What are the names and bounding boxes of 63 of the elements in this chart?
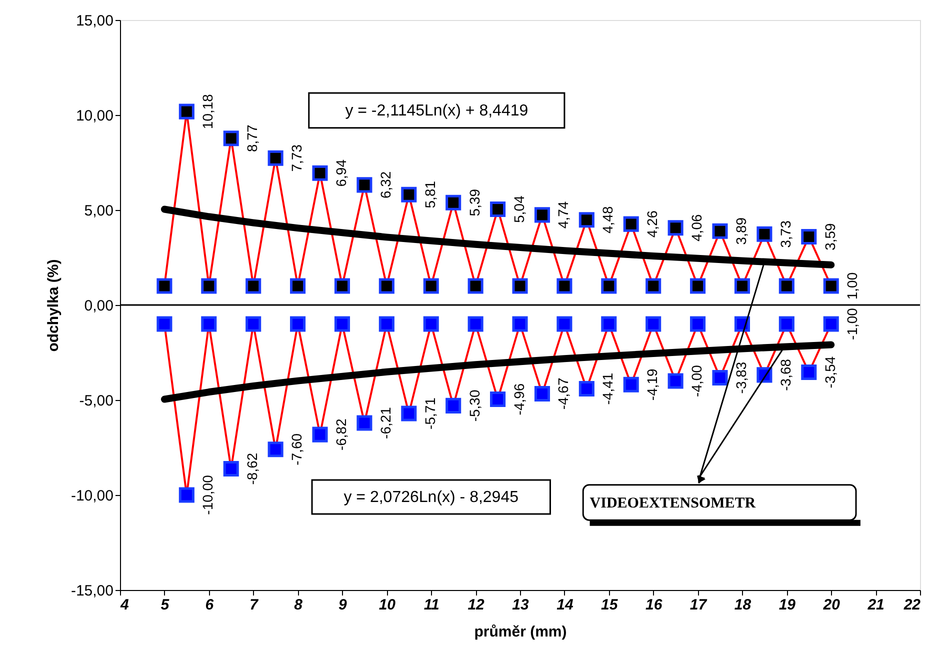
x-tick-label: 16 xyxy=(645,596,663,614)
x-tick-label: 18 xyxy=(734,596,752,614)
data-label: 6,94 xyxy=(333,159,349,187)
x-tick-label: 11 xyxy=(424,596,440,614)
y-tick-label: 5,00 xyxy=(84,202,114,220)
data-label: 4,74 xyxy=(555,201,572,229)
data-label: -3,68 xyxy=(777,358,794,391)
data-label: -4,19 xyxy=(644,368,660,401)
x-tick-label: 5 xyxy=(160,596,170,614)
data-label: 5,39 xyxy=(466,188,482,216)
x-tick-label: 17 xyxy=(690,596,708,614)
data-label: 5,04 xyxy=(510,195,527,223)
data-label: -6,82 xyxy=(333,418,349,451)
data-label: 8,77 xyxy=(244,124,260,152)
data-label: 4,48 xyxy=(600,206,616,234)
x-tick-label: 12 xyxy=(468,596,486,614)
data-label: -4,96 xyxy=(510,383,527,416)
y-tick-label: 0,00 xyxy=(84,298,114,314)
data-label: 7,73 xyxy=(288,144,305,172)
y-tick-label: -15,00 xyxy=(70,582,114,600)
data-label: -3,54 xyxy=(822,356,838,388)
data-label: 4,26 xyxy=(644,210,660,238)
data-label: -5,71 xyxy=(422,397,438,430)
data-label: 6,32 xyxy=(377,171,394,199)
data-label: -4,00 xyxy=(688,364,705,397)
x-tick-label: 15 xyxy=(601,596,618,614)
y-tick-label: -10,00 xyxy=(70,488,114,504)
data-label: 10,18 xyxy=(200,94,216,130)
data-label: -7,60 xyxy=(288,433,305,466)
x-axis-title: průměr (mm) xyxy=(474,624,567,640)
data-label: -1,00 xyxy=(844,308,860,340)
data-label: -8,62 xyxy=(244,452,260,485)
data-label: 4,06 xyxy=(688,214,705,242)
x-tick-label: 8 xyxy=(294,596,304,614)
data-label: -3,83 xyxy=(733,362,749,394)
data-label: 1,00 xyxy=(844,272,860,300)
x-tick-label: 21 xyxy=(866,596,884,614)
x-tick-label: 14 xyxy=(556,596,574,614)
x-tick-label: 7 xyxy=(250,596,259,614)
data-label: -4,41 xyxy=(600,372,616,405)
x-tick-label: 13 xyxy=(512,596,530,614)
annotation: y = -2,1145Ln(x) + 8,4419 xyxy=(345,102,528,120)
annotation: y = 2,0726Ln(x) - 8,2945 xyxy=(344,488,519,506)
data-label: -5,30 xyxy=(466,390,482,422)
data-label: 3,59 xyxy=(822,222,838,250)
x-tick-label: 19 xyxy=(778,596,796,614)
x-tick-label: 22 xyxy=(902,596,922,614)
x-tick-label: 6 xyxy=(205,596,214,614)
y-tick-label: 15,00 xyxy=(76,12,114,30)
data-label: 3,73 xyxy=(777,220,794,248)
y-axis-title: odchylka (%) xyxy=(44,259,62,352)
y-tick-label: -5,00 xyxy=(79,392,114,410)
x-tick-label: 4 xyxy=(120,596,130,614)
x-tick-label: 10 xyxy=(378,596,396,614)
x-tick-label: 20 xyxy=(822,596,841,614)
data-label: -4,67 xyxy=(555,378,572,410)
annotation: VIDEOEXTENSOMETR xyxy=(590,496,756,512)
data-label: 3,89 xyxy=(733,217,749,245)
data-label: 5,81 xyxy=(422,180,438,208)
y-tick-label: 10,00 xyxy=(76,108,114,124)
data-label: -6,21 xyxy=(377,406,394,439)
x-tick-label: 9 xyxy=(338,596,348,614)
data-label: -10,00 xyxy=(200,474,216,515)
